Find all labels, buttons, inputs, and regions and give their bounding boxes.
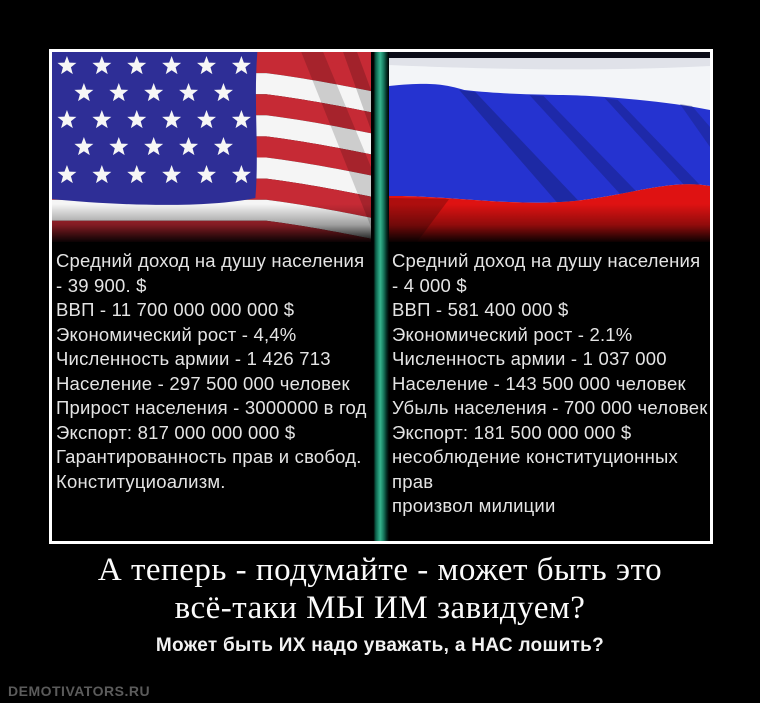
divider-bar	[371, 52, 389, 541]
stat-line: Экспорт: 181 500 000 000 $	[392, 421, 632, 443]
stat-line: прав	[392, 470, 434, 492]
stat-line: Экспорт: 817 000 000 000 $	[56, 421, 296, 443]
stat-line: Конституциоализм.	[56, 470, 226, 492]
subcaption: Может быть ИХ надо уважать, а НАС лошить…	[155, 635, 605, 656]
stat-line: Средний доход на душу населения	[56, 250, 365, 271]
russia-flag-icon	[389, 52, 710, 242]
stat-line: Экономический рост - 4,4%	[56, 323, 297, 345]
caption: А теперь - подумайте - может быть это вс…	[0, 551, 760, 657]
stat-line: Гарантированность прав и свобод.	[56, 446, 362, 467]
stat-line: несоблюдение конституционных	[392, 446, 678, 467]
stat-line: Убыль населения - 700 000 человек	[392, 397, 708, 418]
photo-frame: Средний доход на душу населения - 39 900…	[49, 49, 713, 544]
russia-panel: Средний доход на душу населения - 4 000 …	[389, 52, 710, 541]
stat-line: ВВП - 581 400 000 $	[392, 299, 569, 320]
stat-line: ВВП - 11 700 000 000 000 $	[56, 299, 295, 320]
stat-line: Экономический рост - 2.1%	[392, 323, 633, 345]
stat-line: Население - 143 500 000 человек	[392, 372, 686, 394]
russia-stats: Средний доход на душу населения - 4 000 …	[389, 242, 710, 519]
stat-line: - 4 000 $	[392, 274, 467, 296]
stat-line: - 39 900. $	[56, 274, 147, 296]
usa-panel: Средний доход на душу населения - 39 900…	[52, 52, 371, 541]
stat-line: Численность армии - 1 426 713	[56, 348, 331, 369]
stat-line: Прирост населения - 3000000 в год	[56, 397, 367, 418]
usa-flag-icon	[52, 52, 371, 242]
stat-line: Численность армии - 1 037 000	[392, 348, 667, 369]
stat-line: Население - 297 500 000 человек	[56, 372, 350, 394]
stat-line: Средний доход на душу населения	[392, 250, 701, 271]
caption-line-2: всё-таки МЫ ИМ завидуем?	[174, 590, 586, 626]
caption-line-1: А теперь - подумайте - может быть это	[97, 552, 663, 588]
stat-line: произвол милиции	[392, 495, 556, 516]
usa-stats: Средний доход на душу населения - 39 900…	[52, 242, 371, 494]
watermark: DEMOTIVATORS.RU	[8, 683, 151, 699]
